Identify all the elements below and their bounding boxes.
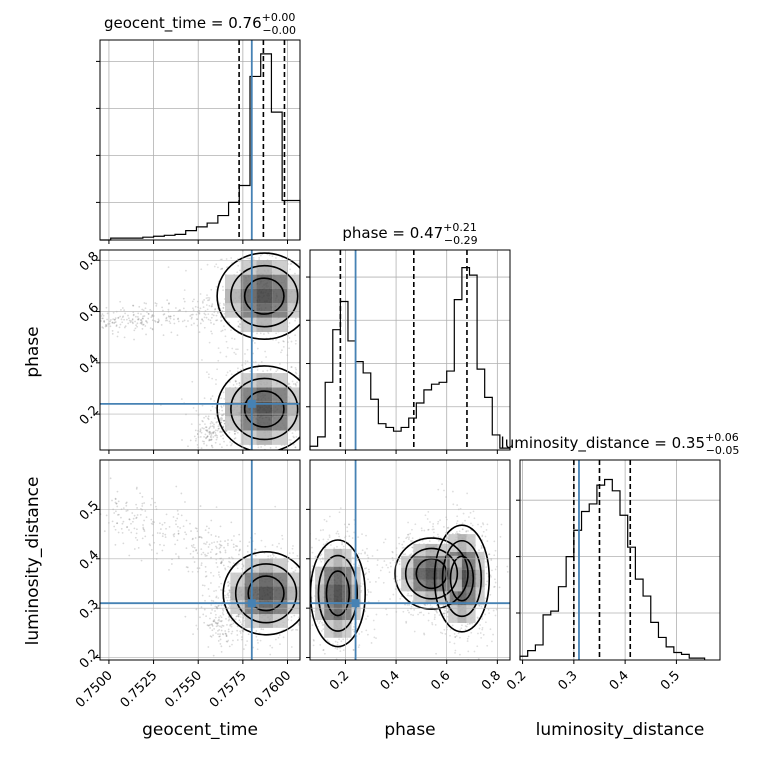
x-axis-label-geocent-time: geocent_time xyxy=(142,720,258,740)
2d-phase-luminosity-distance-contour-0-2 xyxy=(325,570,351,617)
2d-geocent-time-luminosity-distance-xtick-label-3: 0.7575 xyxy=(207,668,250,711)
2d-phase-luminosity-distance-xtick-label-1: 0.4 xyxy=(378,668,403,693)
2d-geocent-time-phase-contour-1-2 xyxy=(243,390,285,428)
2d-geocent-time-phase-ytick-label-2: 0.6 xyxy=(77,300,102,325)
2d-phase-luminosity-distance-contour-1-0 xyxy=(433,524,491,633)
2d-geocent-time-luminosity-distance-ytick-label-3: 0.5 xyxy=(77,498,102,523)
diag-luminosity-distance-frame xyxy=(519,459,721,661)
diag-luminosity-distance-histogram xyxy=(519,478,706,660)
2d-phase-luminosity-distance-contour-1-2 xyxy=(449,555,475,602)
diag-phase-frame xyxy=(309,249,511,451)
2d-geocent-time-luminosity-distance-panel xyxy=(96,460,300,664)
2d-phase-luminosity-distance-contour-2-0 xyxy=(394,537,469,610)
2d-phase-luminosity-distance-xtick-label-2: 0.6 xyxy=(428,668,453,693)
x-axis-label-phase: phase xyxy=(384,720,435,740)
2d-phase-luminosity-distance-plot-area xyxy=(310,460,510,660)
2d-geocent-time-phase-contour-1-1 xyxy=(230,377,299,441)
2d-geocent-time-phase-contours xyxy=(216,252,300,450)
2d-geocent-time-phase-contour-0-1 xyxy=(230,264,299,328)
diag-luminosity-distance-panel xyxy=(516,460,720,664)
diag-luminosity-distance-title: luminosity_distance = 0.35+0.06 −0.05 xyxy=(501,431,740,457)
2d-geocent-time-phase-ytick-label-0: 0.2 xyxy=(77,403,102,428)
2d-phase-luminosity-distance-contour-0-0 xyxy=(310,539,366,648)
2d-geocent-time-luminosity-distance-ytick-label-2: 0.4 xyxy=(77,548,102,573)
2d-geocent-time-phase-ytick-label-1: 0.4 xyxy=(77,352,102,377)
2d-phase-luminosity-distance-xtick-label-0: 0.2 xyxy=(327,668,352,693)
2d-geocent-time-luminosity-distance-contour-0-1 xyxy=(234,563,298,624)
2d-geocent-time-luminosity-distance-ytick-label-1: 0.3 xyxy=(77,597,102,622)
diag-luminosity-distance-xtick-label-0: 0.2 xyxy=(504,668,529,693)
2d-geocent-time-luminosity-distance-xtick-label-4: 0.7600 xyxy=(252,668,295,711)
2d-geocent-time-luminosity-distance-xtick-label-0: 0.7500 xyxy=(73,668,116,711)
2d-geocent-time-luminosity-distance-xtick-label-2: 0.7550 xyxy=(162,668,205,711)
2d-geocent-time-luminosity-distance-truth-marker xyxy=(247,599,256,608)
2d-geocent-time-phase-scatter-points xyxy=(100,250,300,450)
2d-geocent-time-luminosity-distance-xtick-label-1: 0.7525 xyxy=(118,668,161,711)
2d-geocent-time-luminosity-distance-ytick-label-0: 0.2 xyxy=(77,646,102,671)
2d-geocent-time-phase-contour-0-0 xyxy=(216,252,300,341)
diag-phase-title: phase = 0.47+0.21 −0.29 xyxy=(342,221,477,247)
2d-geocent-time-phase-contour-0-2 xyxy=(243,277,285,315)
2d-geocent-time-phase-contour-1-0 xyxy=(216,365,300,450)
2d-phase-luminosity-distance-panel xyxy=(306,460,510,664)
diag-geocent-time-panel xyxy=(96,40,301,244)
2d-geocent-time-luminosity-distance-contours xyxy=(222,551,300,636)
diag-geocent-time-frame xyxy=(99,39,301,241)
2d-phase-luminosity-distance-contours xyxy=(310,524,491,648)
2d-geocent-time-luminosity-distance-frame xyxy=(99,459,301,661)
2d-geocent-time-luminosity-distance-plot-area xyxy=(100,460,300,660)
2d-geocent-time-phase-density-blocks xyxy=(225,260,300,445)
y-axis-label-phase: phase xyxy=(23,326,43,377)
diag-geocent-time-histogram xyxy=(100,53,301,241)
2d-geocent-time-luminosity-distance-contour-0-2 xyxy=(247,575,285,612)
2d-geocent-time-phase-panel xyxy=(96,250,300,454)
2d-phase-luminosity-distance-xtick-label-3: 0.8 xyxy=(479,668,504,693)
2d-phase-luminosity-distance-truth-marker xyxy=(351,599,360,608)
x-axis-label-luminosity-distance: luminosity_distance xyxy=(536,720,705,740)
2d-geocent-time-phase-ytick-label-3: 0.8 xyxy=(77,249,102,274)
diag-luminosity-distance-xtick-label-3: 0.5 xyxy=(658,668,683,693)
2d-geocent-time-phase-truth-marker xyxy=(247,399,256,408)
2d-phase-luminosity-distance-contour-1-1 xyxy=(441,539,483,618)
2d-geocent-time-phase-frame xyxy=(99,249,301,451)
2d-phase-luminosity-distance-contour-0-1 xyxy=(317,554,359,632)
diag-luminosity-distance-xtick-label-2: 0.4 xyxy=(607,668,632,693)
2d-geocent-time-luminosity-distance-contour-0-0 xyxy=(222,551,300,636)
2d-phase-luminosity-distance-contour-2-1 xyxy=(404,547,459,600)
diag-phase-panel xyxy=(306,250,511,454)
2d-geocent-time-phase-plot-area xyxy=(100,250,300,450)
y-axis-label-luminosity-distance: luminosity_distance xyxy=(23,477,43,646)
diag-luminosity-distance-xtick-label-1: 0.3 xyxy=(555,668,580,693)
2d-phase-luminosity-distance-frame xyxy=(309,459,511,661)
diag-geocent-time-title: geocent_time = 0.76+0.00 −0.00 xyxy=(104,11,296,37)
